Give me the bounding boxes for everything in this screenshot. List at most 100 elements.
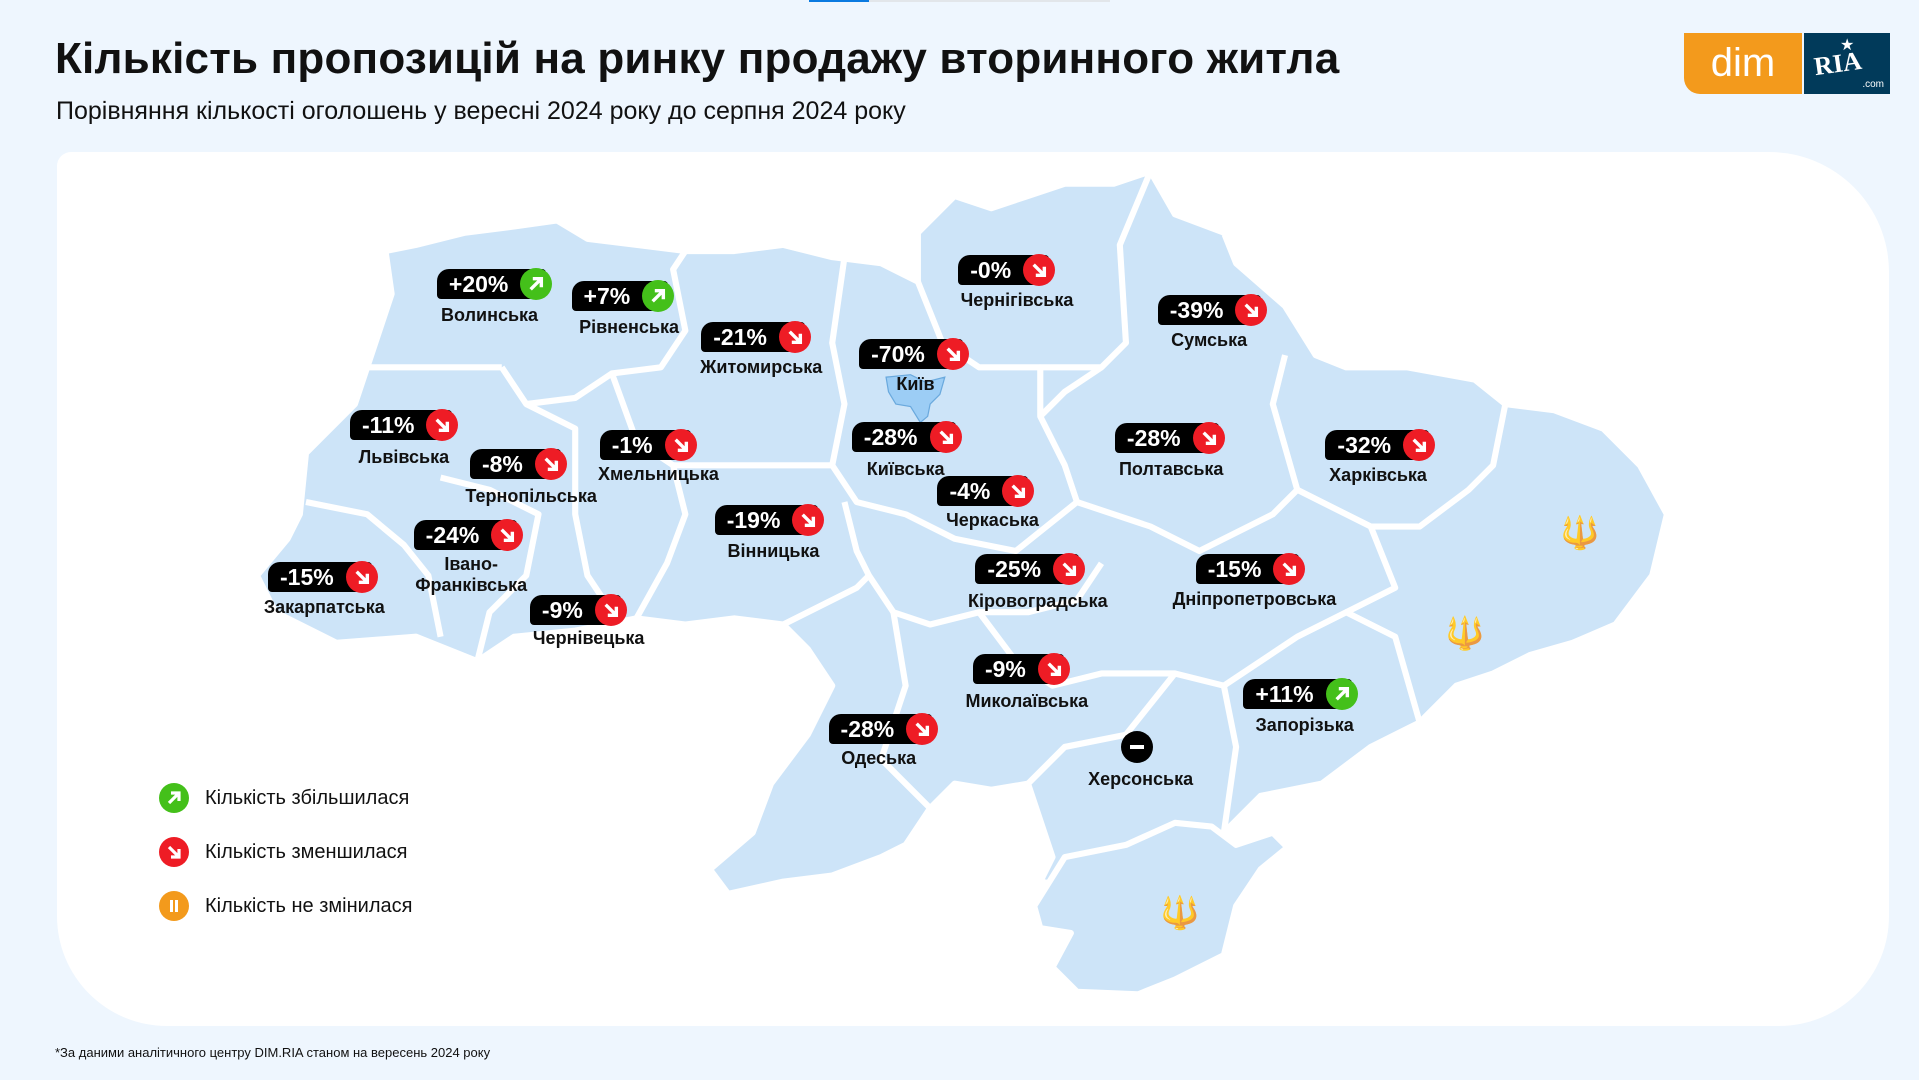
arrow-down-right-icon [792, 504, 825, 537]
arrow-down-right-icon [534, 448, 567, 481]
change-value: +20% [448, 271, 509, 298]
footnote: *За даними аналітичного центру DIM.RIA с… [55, 1045, 491, 1060]
region-name: Херсонська [1088, 768, 1194, 789]
change-badge: -21% [701, 320, 811, 353]
logo-dim: dim [1684, 33, 1802, 94]
progress-fill [809, 0, 870, 2]
change-value: -28% [863, 424, 918, 451]
region-name: Чернігівська [960, 290, 1074, 311]
change-value: -1% [611, 431, 653, 458]
change-badge: -19% [714, 504, 825, 537]
region-name: Миколаївська [965, 691, 1089, 712]
region-name: Хмельницька [597, 463, 719, 484]
region-name: Львівська [358, 446, 450, 467]
arrow-down-right-icon [491, 519, 524, 552]
arrow-down-right-icon [426, 408, 459, 441]
change-badge: -9% [972, 652, 1070, 685]
arrow-up-right-icon [159, 783, 189, 813]
region-name: Рівненська [579, 316, 680, 337]
arrow-down-right-icon [1235, 293, 1268, 326]
legend: Кількість збільшилася Кількість зменшила… [159, 783, 412, 945]
arrow-down-right-icon [929, 421, 962, 454]
change-badge: +11% [1243, 678, 1358, 711]
region-name: Житомирська [700, 357, 823, 378]
arrow-down-right-icon [1002, 475, 1035, 508]
change-value: -32% [1337, 431, 1392, 458]
arrow-up-right-icon [642, 280, 675, 313]
region-name: Дніпропетровська [1172, 588, 1337, 609]
change-badge: -8% [469, 448, 567, 481]
no-data-icon [1121, 730, 1154, 763]
arrow-down-right-icon [664, 428, 697, 461]
change-badge: -28% [828, 712, 939, 745]
change-value: -8% [481, 451, 523, 478]
change-badge: -28% [851, 421, 962, 454]
change-value: -28% [840, 715, 895, 742]
change-value: -28% [1126, 425, 1181, 452]
legend-label: Кількість не змінилася [205, 894, 413, 917]
page-subtitle: Порівняння кількості оголошень у вересні… [56, 97, 906, 125]
trident-icon: 🔱 [1445, 614, 1485, 652]
region-name: Тернопільська [465, 485, 597, 506]
change-value: -19% [726, 507, 781, 534]
change-value: -4% [949, 478, 991, 505]
arrow-down-right-icon [906, 712, 939, 745]
change-badge: +7% [571, 280, 675, 313]
star-icon: ★ [1840, 37, 1855, 54]
change-value: -15% [1207, 556, 1262, 583]
change-badge: -28% [1114, 422, 1225, 455]
change-value: -39% [1169, 296, 1224, 323]
dim-ria-logo: dim ★ RIA .com [1684, 33, 1890, 94]
change-badge: -1% [599, 428, 697, 461]
kyiv-city-shape [885, 374, 946, 424]
arrow-down-right-icon [1273, 553, 1306, 586]
change-value: -9% [984, 655, 1026, 682]
region-name: Кіровоградська [968, 591, 1108, 612]
region-name: Київська [866, 458, 945, 479]
arrow-up-right-icon [1325, 678, 1358, 711]
arrow-down-right-icon [1037, 652, 1070, 685]
arrow-down-right-icon [594, 593, 627, 626]
arrow-down-right-icon [345, 560, 378, 593]
change-badge: +20% [436, 268, 553, 301]
legend-label: Кількість збільшилася [205, 786, 410, 809]
region-name: Волинська [441, 304, 539, 325]
change-badge: -39% [1157, 293, 1268, 326]
change-badge: -4% [937, 475, 1035, 508]
legend-label: Кількість зменшилася [205, 840, 408, 863]
arrow-down-right-icon [159, 837, 189, 867]
change-value: -21% [713, 323, 767, 350]
region-name: Сумська [1171, 330, 1248, 351]
logo-com: .com [1862, 79, 1884, 90]
region-name: Закарпатська [263, 597, 385, 618]
pause-icon [159, 891, 189, 921]
change-badge: -9% [529, 593, 627, 626]
progress-bar [809, 0, 1110, 2]
region-name: Черкаська [946, 510, 1039, 531]
arrow-down-right-icon [1023, 253, 1056, 286]
change-value: -25% [987, 556, 1042, 583]
region-name: Івано- Франківська [415, 554, 528, 596]
change-value: +7% [583, 283, 631, 310]
change-value: -15% [280, 563, 334, 590]
legend-item-decrease: Кількість зменшилася [159, 837, 412, 867]
change-badge: -24% [413, 519, 524, 552]
region-name: Вінницька [727, 540, 820, 561]
legend-item-increase: Кількість збільшилася [159, 783, 412, 813]
arrow-down-right-icon [778, 320, 811, 353]
arrow-down-right-icon [1053, 553, 1086, 586]
change-badge: -32% [1325, 428, 1436, 461]
arrow-down-right-icon [936, 338, 969, 370]
change-value: -24% [425, 522, 480, 549]
region-name: Чернівецька [532, 627, 645, 648]
region-name: Полтавська [1118, 458, 1224, 479]
change-badge: -15% [1195, 553, 1306, 586]
trident-icon: 🔱 [1560, 514, 1600, 552]
change-value: -11% [362, 411, 415, 438]
arrow-down-right-icon [1403, 428, 1436, 461]
change-value: -0% [970, 256, 1012, 283]
change-badge: -15% [268, 560, 378, 593]
change-value: -70% [871, 341, 925, 367]
region-name: Київ [896, 374, 935, 395]
